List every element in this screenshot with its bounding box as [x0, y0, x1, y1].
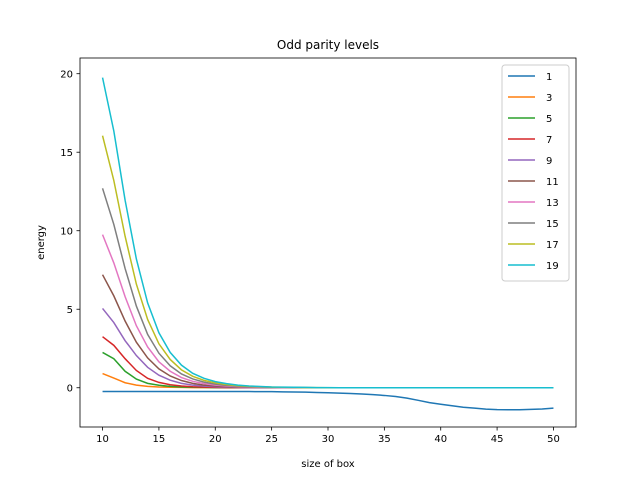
- legend-label-15: 15: [546, 219, 559, 230]
- series-line-19: [101, 77, 554, 389]
- y-tick-label: 15: [60, 148, 73, 159]
- x-tick-label: 40: [434, 434, 447, 445]
- legend-label-19: 19: [546, 261, 559, 272]
- x-axis-label: size of box: [301, 459, 355, 470]
- legend-label-13: 13: [546, 198, 559, 209]
- legend-box: [501, 64, 570, 282]
- x-axis: 10 15 20 25 30 35 40 45 50: [96, 427, 560, 445]
- x-tick-label: 15: [153, 434, 166, 445]
- x-tick-label: 45: [491, 434, 504, 445]
- y-tick-label: 5: [67, 305, 73, 316]
- series-lines: [101, 77, 554, 411]
- legend-label-1: 1: [546, 72, 552, 83]
- legend-label-9: 9: [546, 156, 552, 167]
- chart-title: Odd parity levels: [277, 38, 379, 52]
- y-axis: 0 5 10 15 20: [60, 70, 80, 395]
- y-tick-label: 20: [60, 70, 73, 81]
- x-tick-label: 20: [209, 434, 222, 445]
- x-tick-label: 35: [378, 434, 391, 445]
- x-tick-label: 10: [96, 434, 109, 445]
- legend-label-5: 5: [546, 114, 552, 125]
- x-tick-label: 50: [547, 434, 560, 445]
- x-tick-label: 30: [322, 434, 335, 445]
- legend-label-17: 17: [546, 240, 559, 251]
- legend-label-11: 11: [546, 177, 559, 188]
- y-axis-label: energy: [36, 225, 47, 260]
- x-tick-label: 25: [265, 434, 278, 445]
- series-line-1: [102, 390, 554, 411]
- legend-label-7: 7: [546, 135, 552, 146]
- y-tick-label: 10: [60, 227, 73, 238]
- legend-label-3: 3: [546, 93, 552, 104]
- y-tick-label: 0: [67, 384, 73, 395]
